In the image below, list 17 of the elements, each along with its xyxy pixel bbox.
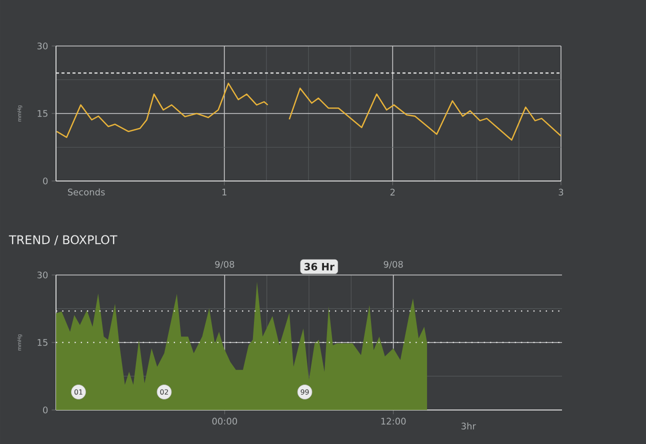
text: 3hr	[462, 422, 476, 430]
chart-title: TREND / BOXPLOT	[8, 235, 118, 246]
text: 9/08	[384, 260, 403, 268]
text: 36 Hr	[304, 262, 334, 270]
y-tick-label: 30	[37, 272, 48, 278]
x-axis-title: Seconds	[68, 188, 105, 196]
x-tick-label: 1	[222, 188, 226, 196]
y-tick-label: 0	[43, 178, 48, 184]
y-tick-label: 15	[38, 339, 48, 346]
x-tick-label: 2	[390, 188, 395, 196]
y-tick-label: 0	[43, 406, 48, 414]
x-tick-label: 12:00	[381, 418, 406, 425]
y-tick-label: 15	[38, 110, 48, 117]
x-tick-label: 00:00	[212, 418, 238, 425]
text: 9/08	[215, 260, 234, 268]
y-tick-label: 30	[37, 42, 48, 50]
x-tick-label: 3	[558, 188, 564, 196]
